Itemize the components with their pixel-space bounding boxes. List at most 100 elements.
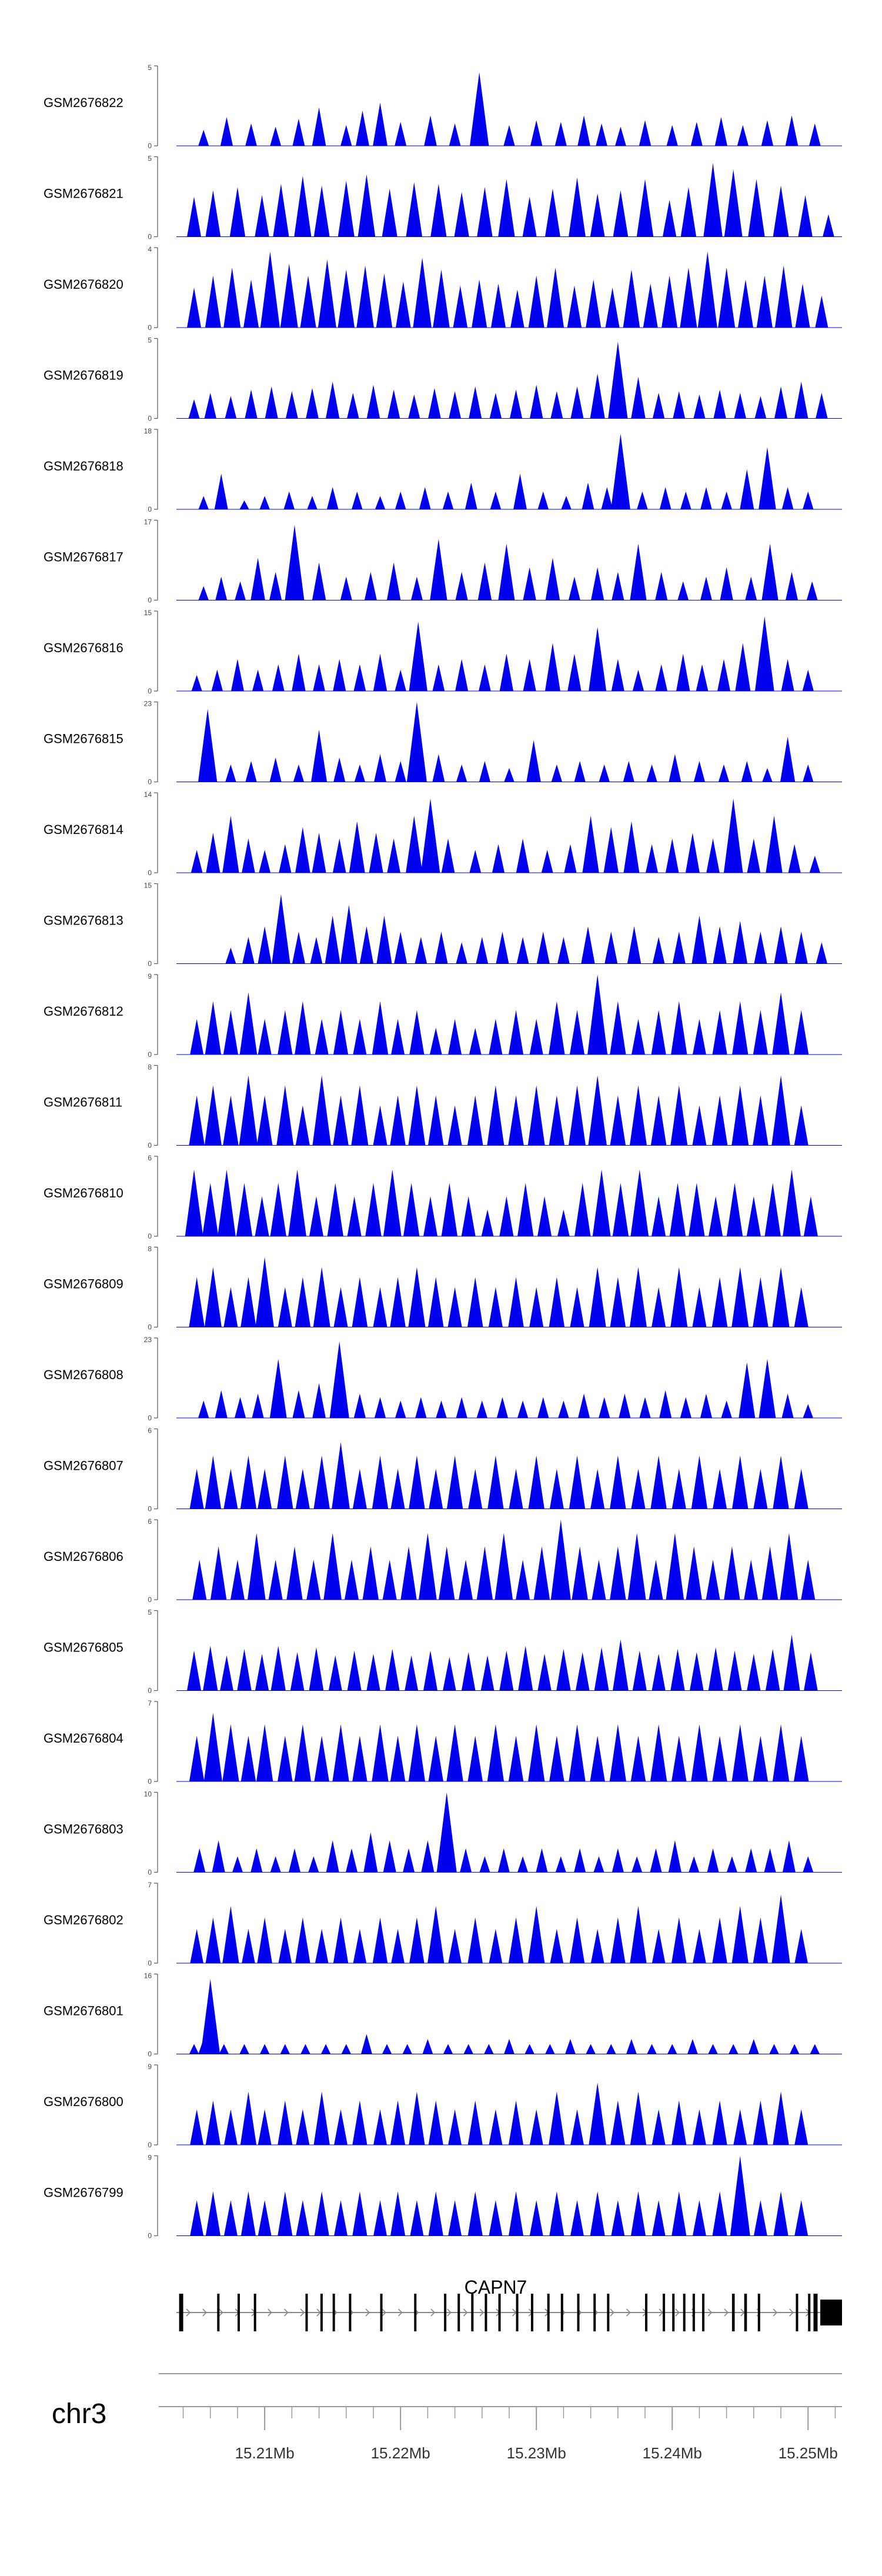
- track-label: GSM2676821: [44, 186, 123, 201]
- coverage-peak: [373, 2200, 387, 2236]
- coverage-peak: [250, 1848, 263, 1873]
- track-label: GSM2676818: [44, 459, 123, 473]
- coverage-peak: [748, 2039, 759, 2054]
- coverage-peak: [432, 754, 445, 782]
- coverage-peak: [601, 487, 613, 509]
- coverage-peak: [258, 2200, 272, 2236]
- track-GSM2676818: GSM2676818 18 0: [44, 427, 842, 513]
- coverage-peak: [592, 1560, 606, 1600]
- strand-arrow: [397, 2308, 403, 2317]
- coverage-peak: [536, 932, 550, 964]
- coverage-peak: [257, 1917, 272, 1963]
- coverage-peak: [189, 1469, 204, 1509]
- coverage-peak: [594, 1647, 609, 1691]
- coverage-peak: [652, 2109, 666, 2145]
- coverage-peak: [240, 1277, 256, 1327]
- coverage-peak: [610, 1095, 626, 1146]
- coverage-peak: [794, 1010, 809, 1055]
- coverage-peak: [589, 627, 607, 691]
- coverage-peak: [772, 1724, 790, 1781]
- coverage-peak: [773, 1455, 789, 1509]
- coverage-peak: [372, 1455, 389, 1509]
- coverage-peak: [529, 2200, 543, 2236]
- coverage-peak: [373, 1287, 387, 1327]
- exon: [757, 2294, 760, 2331]
- y-max-label: 8: [148, 1245, 152, 1253]
- coverage-peak: [442, 491, 454, 509]
- strand-arrow: [463, 2308, 468, 2317]
- coverage-peak: [504, 2039, 514, 2054]
- coverage-peak: [242, 937, 255, 964]
- coverage-peak: [536, 1848, 548, 1873]
- coverage-peak: [447, 1105, 462, 1146]
- coverage-peak: [582, 482, 594, 509]
- coverage-peak: [794, 381, 808, 419]
- coverage-peak: [795, 283, 810, 328]
- coverage-peak: [279, 844, 292, 873]
- coverage-peak: [270, 1856, 281, 1873]
- coverage-peak: [712, 1736, 727, 1781]
- coverage-peak: [242, 838, 255, 873]
- coverage-peak: [619, 1393, 631, 1418]
- coverage-peak: [690, 1652, 704, 1691]
- coverage-peak: [718, 268, 736, 328]
- coverage-peak: [631, 376, 646, 419]
- exon: [820, 2300, 842, 2325]
- coverage-peak: [326, 381, 340, 419]
- coverage-peak: [700, 1393, 713, 1418]
- track-GSM2676810: GSM2676810 6 0: [44, 1154, 842, 1240]
- exon: [332, 2294, 335, 2331]
- coverage-peak: [690, 122, 703, 146]
- exon: [237, 2294, 240, 2331]
- coverage-peak: [753, 1469, 768, 1509]
- coverage-peak: [353, 1393, 366, 1418]
- coverage-peak: [613, 1639, 629, 1691]
- coverage-peak: [295, 827, 310, 873]
- coverage-peak: [446, 1455, 463, 1509]
- coverage-peak: [306, 388, 319, 419]
- coverage-peak: [581, 926, 595, 964]
- coverage-peak: [465, 482, 477, 509]
- coverage-peak: [692, 1019, 706, 1055]
- coverage-peak: [409, 1010, 425, 1055]
- coverage-peak: [220, 1655, 233, 1691]
- coverage-peak: [265, 386, 278, 419]
- coverage-peak: [294, 176, 312, 237]
- coverage-peak: [192, 1560, 207, 1600]
- coverage-peak: [358, 174, 376, 237]
- coverage-peak: [390, 2100, 406, 2145]
- coverage-peak: [703, 163, 723, 237]
- coverage-peak: [189, 2044, 199, 2054]
- coverage-peak: [731, 1267, 749, 1327]
- exon: [645, 2294, 648, 2331]
- coverage-peak: [309, 1196, 323, 1236]
- coverage-peak: [764, 1183, 781, 1236]
- coverage-peak: [708, 1647, 723, 1691]
- coverage-peak: [215, 1390, 228, 1418]
- coverage-peak: [185, 1169, 203, 1236]
- coverage-peak: [489, 2200, 503, 2236]
- coverage-peak: [613, 190, 629, 237]
- coverage-peak: [345, 1560, 359, 1600]
- coverage-peak: [761, 543, 779, 600]
- coverage-peak: [671, 1469, 686, 1509]
- coverage-peak: [547, 268, 564, 328]
- coverage-peak: [508, 1917, 524, 1963]
- coverage-peak: [636, 179, 654, 237]
- coverage-peak: [487, 1455, 504, 1509]
- y-min-label: 0: [148, 1050, 152, 1059]
- coverage-peak: [307, 496, 318, 509]
- coverage-peak: [632, 1856, 643, 1873]
- coverage-peak: [513, 473, 527, 509]
- coverage-peak: [225, 396, 237, 419]
- coverage-peak: [670, 1085, 688, 1146]
- coverage-peak: [222, 1724, 239, 1781]
- coverage-peak: [591, 567, 604, 600]
- coverage-peak: [721, 491, 732, 509]
- coverage-peak: [774, 265, 793, 328]
- coverage-peak: [204, 392, 216, 419]
- coverage-peak: [721, 1400, 732, 1418]
- coverage-peak: [652, 937, 665, 964]
- exon: [663, 2294, 666, 2331]
- coverage-peak: [295, 1469, 310, 1509]
